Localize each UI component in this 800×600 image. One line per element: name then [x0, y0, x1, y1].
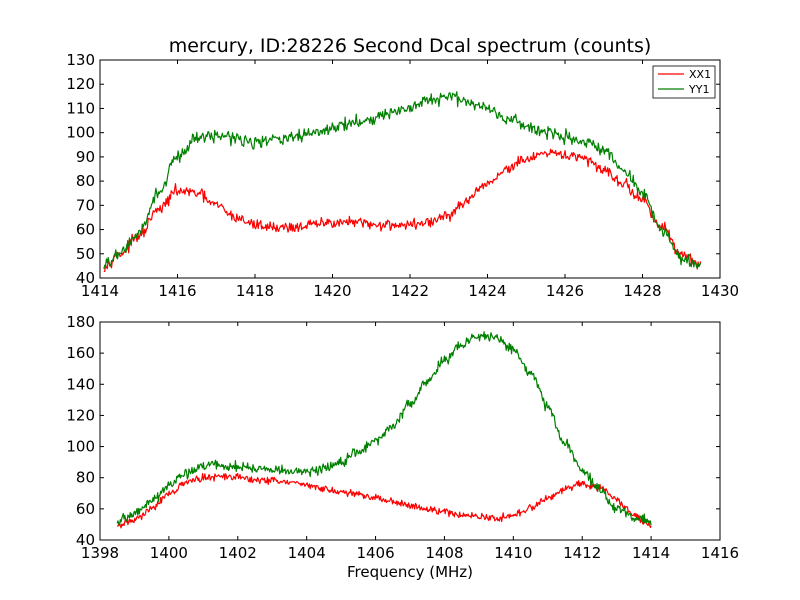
x-tick-label: 1426 [546, 282, 584, 300]
y-tick-label: 100 [66, 438, 95, 456]
y-tick-label: 50 [76, 245, 95, 263]
x-axis-label: Frequency (MHz) [347, 563, 473, 581]
x-tick-label: 1406 [356, 544, 394, 562]
y-tick-label: 180 [66, 313, 95, 331]
legend: XX1 YY1 [652, 65, 716, 99]
x-tick-label: 1418 [236, 282, 274, 300]
x-tick-label: 1424 [468, 282, 506, 300]
series-line-yy1 [103, 91, 702, 269]
x-tick-label: 1416 [158, 282, 196, 300]
y-tick-label: 60 [76, 221, 95, 239]
bottom-spectrum-chart: 1398 1400 1402 1404 1406 1408 1410 1412 1414 1416… [66, 313, 739, 581]
x-tick-label: 1398 [81, 544, 119, 562]
bottom-plot-frame [99, 321, 721, 541]
y-tick-label: 80 [76, 469, 95, 487]
y-tick-label: 40 [76, 531, 95, 549]
y-tick-label: 40 [76, 269, 95, 287]
y-tick-label: 120 [66, 406, 95, 424]
series-line-xx1 [116, 472, 652, 529]
chart-title: mercury, ID:28226 Second Dcal spectrum (… [169, 35, 652, 57]
x-tick-label: 1408 [425, 544, 463, 562]
bottom-series-group [116, 331, 652, 529]
top-series-group [103, 91, 702, 273]
x-tick-label: 1420 [313, 282, 351, 300]
x-tick-label: 1410 [494, 544, 532, 562]
x-tick-label: 1430 [701, 282, 739, 300]
top-plot-frame [99, 59, 721, 279]
y-tick-label: 100 [66, 124, 95, 142]
x-tick-label: 1428 [623, 282, 661, 300]
x-tick-label: 1404 [288, 544, 326, 562]
bottom-y-ticks: 40 60 80 100 120 140 160 180 [66, 313, 720, 549]
x-tick-label: 1414 [632, 544, 670, 562]
legend-label-xx1: XX1 [689, 68, 711, 81]
x-tick-label: 1422 [391, 282, 429, 300]
legend-box [652, 65, 716, 99]
y-tick-label: 60 [76, 500, 95, 518]
series-line-yy1 [116, 331, 652, 527]
bottom-x-ticks: 1398 1400 1402 1404 1406 1408 1410 1412 1414 1416 [81, 322, 739, 562]
y-tick-label: 140 [66, 375, 95, 393]
x-tick-label: 1400 [150, 544, 188, 562]
x-tick-label: 1402 [219, 544, 257, 562]
y-tick-label: 160 [66, 344, 95, 362]
top-x-ticks: 1414 1416 1418 1420 1422 1424 1426 1428 1430 [81, 60, 739, 300]
series-line-xx1 [103, 148, 702, 273]
top-spectrum-chart: mercury, ID:28226 Second Dcal spectrum (… [66, 35, 739, 300]
y-tick-label: 130 [66, 51, 95, 69]
y-tick-label: 120 [66, 75, 95, 93]
y-tick-label: 70 [76, 196, 95, 214]
y-tick-label: 110 [66, 99, 95, 117]
x-tick-label: 1414 [81, 282, 119, 300]
y-tick-label: 90 [76, 148, 95, 166]
x-tick-label: 1416 [701, 544, 739, 562]
legend-label-yy1: YY1 [688, 83, 709, 96]
top-y-ticks: 40 50 60 70 80 90 100 110 120 130 [66, 51, 720, 287]
x-tick-label: 1412 [563, 544, 601, 562]
y-tick-label: 80 [76, 172, 95, 190]
